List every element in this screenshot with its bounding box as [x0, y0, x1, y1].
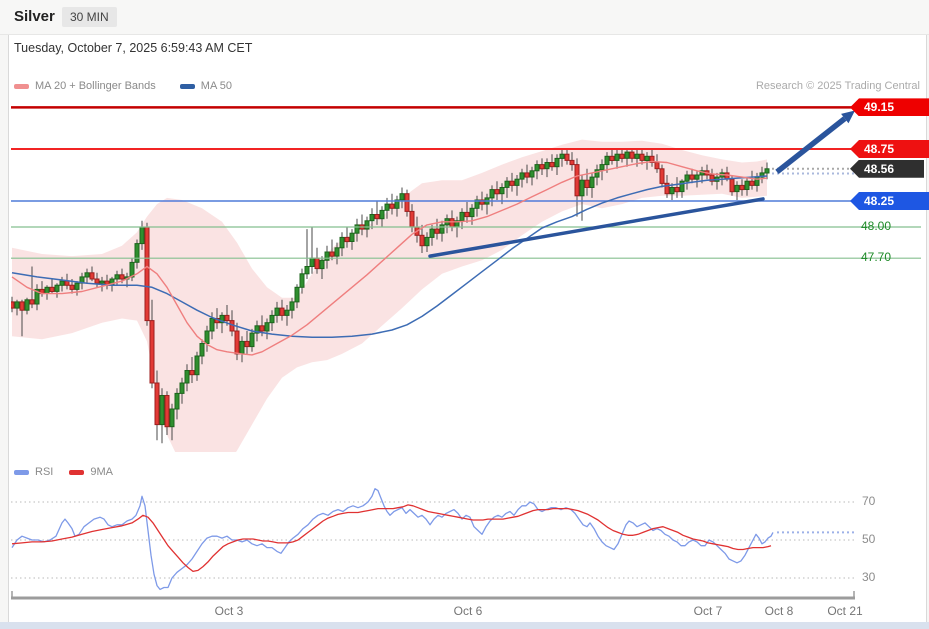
chart-timestamp: Tuesday, October 7, 2025 6:59:43 AM CET — [14, 41, 253, 55]
header-bar: Silver 30 MIN — [0, 0, 929, 35]
rsi-label: RSI — [35, 466, 54, 478]
support-label-48-00: 48.00 — [861, 219, 892, 233]
x-axis-label-oct-6: Oct 6 — [453, 604, 483, 618]
rsi-9ma-label: 9MA — [90, 466, 113, 478]
bottom-strip — [0, 622, 929, 629]
rsi-tick-70: 70 — [862, 494, 876, 508]
x-axis-label-oct-21: Oct 21 — [827, 604, 863, 618]
ma50-swatch — [179, 83, 195, 89]
ma20-bollinger-swatch — [14, 83, 29, 89]
rsi-tick-50: 50 — [862, 532, 876, 546]
price-tag-last-48-56: 48.56 — [850, 159, 924, 178]
price-tag-pivot-48-25: 48.25 — [850, 192, 929, 210]
price-tag-resistance-49-15: 49.15 — [850, 98, 929, 117]
rsi-swatch — [14, 469, 29, 475]
support-label-47-70: 47.70 — [861, 250, 892, 265]
rsi-9ma-swatch — [69, 469, 85, 475]
rsi-legend: RSI 9MA — [14, 466, 113, 478]
x-axis-label-oct-7: Oct 7 — [693, 604, 723, 618]
main-chart-legend: MA 20 + Bollinger Bands MA 50 — [14, 80, 232, 92]
timeframe-badge[interactable]: 30 MIN — [62, 7, 117, 27]
x-axis-label-oct-8: Oct 8 — [764, 604, 794, 618]
ma50-label: MA 50 — [200, 80, 232, 92]
ma20-bollinger-label: MA 20 + Bollinger Bands — [35, 80, 156, 92]
price-tag-resistance-48-75: 48.75 — [850, 140, 929, 158]
instrument-title: Silver — [14, 8, 55, 25]
rsi-tick-30: 30 — [862, 570, 876, 584]
x-axis-label-oct-3: Oct 3 — [214, 604, 244, 618]
research-credit: Research © 2025 Trading Central — [755, 80, 920, 92]
